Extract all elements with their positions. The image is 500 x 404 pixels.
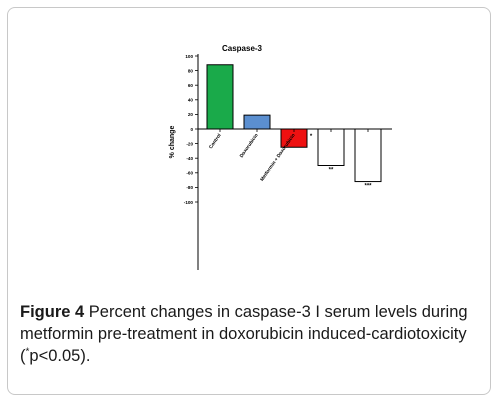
y-tick-label-0: 100 bbox=[185, 54, 193, 59]
chart-plot-area: 100 80 60 40 20 0 -20 -40 -60 -80 -100 Control Doxor… bbox=[184, 54, 392, 270]
chart-title: Caspase-3 bbox=[222, 44, 263, 53]
y-tick-label-3: 40 bbox=[188, 98, 194, 103]
y-tick-label-6: -20 bbox=[186, 141, 193, 146]
y-axis-label: % change bbox=[169, 126, 176, 159]
significance-label-3: ** bbox=[329, 168, 334, 174]
category-label-2: Metformin + Doxorubicin bbox=[259, 133, 296, 183]
y-tick-label-4: 20 bbox=[188, 112, 194, 117]
bar-1 bbox=[243, 114, 271, 130]
figure-frame bbox=[7, 7, 491, 395]
y-tick-label-9: -80 bbox=[186, 185, 193, 190]
significance-label-2: * bbox=[310, 134, 313, 140]
y-tick-label-5: 0 bbox=[190, 127, 193, 132]
caption-superscript: * bbox=[25, 346, 30, 358]
caption-text-end: p<0.05). bbox=[29, 347, 91, 365]
y-tick-label-8: -60 bbox=[186, 171, 193, 176]
bar-0 bbox=[206, 64, 234, 130]
bar-4 bbox=[354, 128, 382, 183]
figure-caption: Figure 4 Percent changes in caspase-3 I … bbox=[20, 301, 482, 367]
caption-text: Percent changes in caspase-3 I serum lev… bbox=[20, 303, 468, 365]
y-tick-label-2: 60 bbox=[188, 83, 194, 88]
figure-label: Figure 4 bbox=[20, 303, 85, 321]
y-tick-label-7: -40 bbox=[186, 156, 193, 161]
y-tick-label-1: 80 bbox=[188, 68, 194, 73]
bar-3 bbox=[317, 128, 345, 166]
category-label-0: Control bbox=[208, 133, 223, 150]
category-label-1: Doxorubicin bbox=[239, 133, 260, 159]
caspase-3-bar-chart: Caspase-3 % change 100 80 60 40 20 0 -20 -40 -60… bbox=[169, 44, 392, 270]
significance-label-4: *** bbox=[364, 184, 372, 190]
y-tick-label-10: -100 bbox=[184, 200, 194, 205]
